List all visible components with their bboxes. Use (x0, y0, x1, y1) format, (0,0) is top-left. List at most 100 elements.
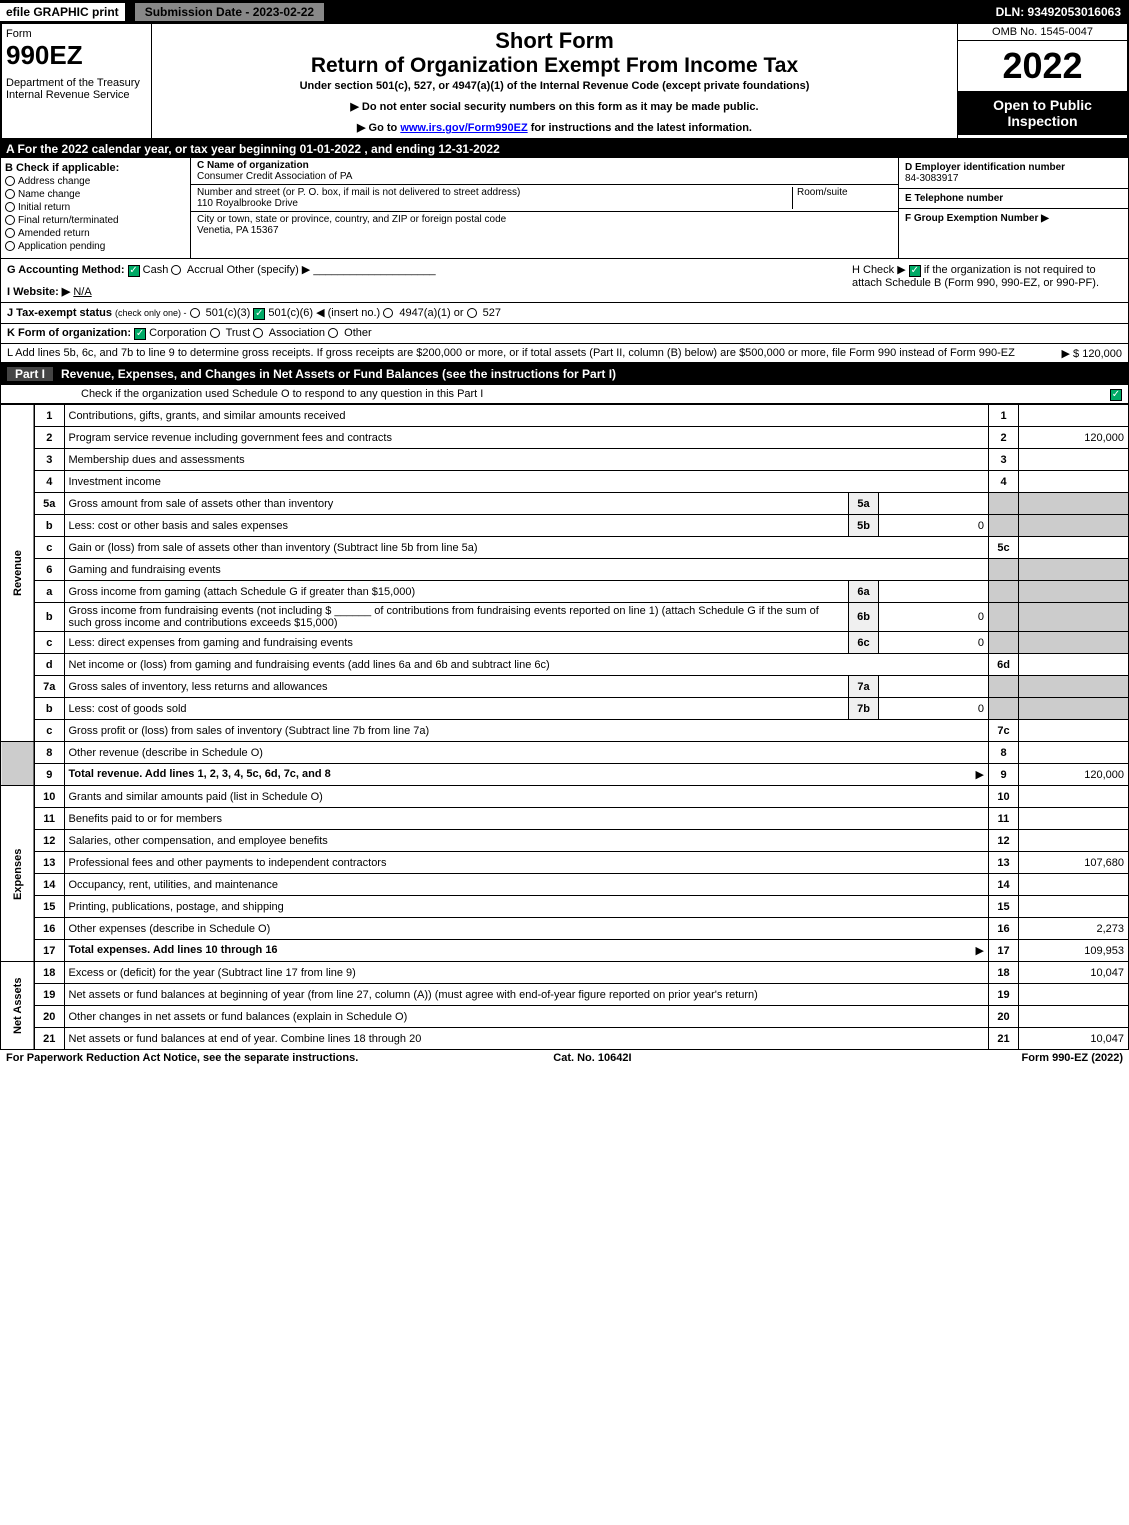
opt-trust: Trust (226, 327, 251, 339)
omb-number: OMB No. 1545-0047 (958, 24, 1127, 41)
j-label: J Tax-exempt status (7, 307, 112, 319)
note2-post: for instructions and the latest informat… (528, 122, 752, 134)
part1-title: Revenue, Expenses, and Changes in Net As… (61, 367, 616, 381)
501c3-checkbox-icon (190, 308, 200, 318)
cb-final-return[interactable]: Final return/terminated (5, 215, 186, 226)
header-right: OMB No. 1545-0047 2022 Open to Public In… (957, 24, 1127, 138)
table-row: 7a Gross sales of inventory, less return… (1, 676, 1129, 698)
room-label: Room/suite (797, 187, 848, 198)
table-row: d Net income or (loss) from gaming and f… (1, 654, 1129, 676)
form-number: 990EZ (6, 40, 147, 71)
accounting-label: G Accounting Method: (7, 264, 125, 276)
city-value: Venetia, PA 15367 (197, 225, 279, 236)
main-title: Return of Organization Exempt From Incom… (156, 54, 953, 78)
section-k: K Form of organization: ✓ Corporation Tr… (0, 324, 1129, 344)
section-c: C Name of organization Consumer Credit A… (191, 158, 898, 258)
table-row: 11 Benefits paid to or for members 11 (1, 808, 1129, 830)
501c-checkbox-icon: ✓ (253, 308, 265, 320)
line-num: 1 (34, 405, 64, 427)
ein-label: D Employer identification number (905, 162, 1065, 173)
section-g: G Accounting Method: ✓ Cash Accrual Othe… (7, 263, 842, 298)
city-label: City or town, state or province, country… (197, 214, 506, 225)
table-row: c Less: direct expenses from gaming and … (1, 632, 1129, 654)
part1-label: Part I (7, 367, 53, 381)
opt-501c-post: ) ◀ (insert no.) (309, 307, 380, 319)
city-row: City or town, state or province, country… (191, 212, 898, 238)
part1-header: Part I Revenue, Expenses, and Changes in… (0, 363, 1129, 385)
table-row: Net Assets 18 Excess or (deficit) for th… (1, 962, 1129, 984)
section-gh: G Accounting Method: ✓ Cash Accrual Othe… (0, 259, 1129, 303)
part1-subtitle: Check if the organization used Schedule … (81, 388, 483, 400)
assoc-checkbox-icon (253, 328, 263, 338)
short-form-title: Short Form (156, 28, 953, 54)
section-d: D Employer identification number 84-3083… (899, 158, 1128, 189)
efile-label: efile GRAPHIC print (0, 3, 125, 21)
section-e: E Telephone number (899, 189, 1128, 209)
footer-left: For Paperwork Reduction Act Notice, see … (6, 1052, 358, 1064)
other-checkbox-icon (328, 328, 338, 338)
opt-501c-pre: 501(c)( (268, 307, 303, 319)
table-row: 17 Total expenses. Add lines 10 through … (1, 940, 1129, 962)
opt-501c3: 501(c)(3) (206, 307, 251, 319)
line-val (1019, 405, 1129, 427)
cb-initial-return[interactable]: Initial return (5, 202, 186, 213)
table-row: Expenses 10 Grants and similar amounts p… (1, 786, 1129, 808)
table-row: 12 Salaries, other compensation, and emp… (1, 830, 1129, 852)
table-row: 13 Professional fees and other payments … (1, 852, 1129, 874)
table-row: 14 Occupancy, rent, utilities, and maint… (1, 874, 1129, 896)
opt-corp: Corporation (149, 327, 206, 339)
trust-checkbox-icon (210, 328, 220, 338)
top-bar: efile GRAPHIC print Submission Date - 20… (0, 0, 1129, 24)
cb-pending[interactable]: Application pending (5, 241, 186, 252)
schedule-b-checkbox-icon: ✓ (909, 265, 921, 277)
subtitle: Under section 501(c), 527, or 4947(a)(1)… (156, 80, 953, 92)
website-label: I Website: ▶ (7, 286, 70, 298)
section-b: B Check if applicable: Address change Na… (1, 158, 191, 258)
website-value: N/A (73, 286, 91, 298)
section-j: J Tax-exempt status (check only one) - 5… (0, 303, 1129, 324)
cash-label: Cash (143, 264, 169, 276)
org-name-label: C Name of organization (197, 160, 309, 171)
section-a: A For the 2022 calendar year, or tax yea… (0, 140, 1129, 158)
section-bcdef: B Check if applicable: Address change Na… (0, 158, 1129, 259)
group-exempt-label: F Group Exemption Number ▶ (905, 213, 1049, 224)
table-row: 2 Program service revenue including gove… (1, 427, 1129, 449)
cb-address-change[interactable]: Address change (5, 176, 186, 187)
section-h: H Check ▶ ✓ if the organization is not r… (842, 263, 1122, 298)
ein-value: 84-3083917 (905, 173, 958, 184)
cb-name-change[interactable]: Name change (5, 189, 186, 200)
table-row: 19 Net assets or fund balances at beginn… (1, 984, 1129, 1006)
line-ref: 1 (989, 405, 1019, 427)
table-row: 6 Gaming and fundraising events (1, 559, 1129, 581)
footer-right: Form 990-EZ (2022) (1022, 1052, 1123, 1064)
527-checkbox-icon (467, 308, 477, 318)
table-row: 16 Other expenses (describe in Schedule … (1, 918, 1129, 940)
table-row: a Gross income from gaming (attach Sched… (1, 581, 1129, 603)
table-row: 3 Membership dues and assessments 3 (1, 449, 1129, 471)
header-mid: Short Form Return of Organization Exempt… (152, 24, 957, 138)
accrual-label: Accrual (187, 264, 224, 276)
note1: ▶ Do not enter social security numbers o… (156, 100, 953, 113)
table-row: b Gross income from fundraising events (… (1, 603, 1129, 632)
section-def: D Employer identification number 84-3083… (898, 158, 1128, 258)
expenses-side-label: Expenses (1, 786, 35, 962)
l-amount: 120,000 (1082, 348, 1122, 360)
opt-527: 527 (483, 307, 501, 319)
submission-date: Submission Date - 2023-02-22 (133, 1, 326, 23)
org-name-row: C Name of organization Consumer Credit A… (191, 158, 898, 185)
irs-link[interactable]: www.irs.gov/Form990EZ (400, 122, 527, 134)
lines-table: Revenue 1 Contributions, gifts, grants, … (0, 404, 1129, 1050)
l-text: L Add lines 5b, 6c, and 7b to line 9 to … (7, 347, 1015, 359)
table-row: 4 Investment income 4 (1, 471, 1129, 493)
table-row: 9 Total revenue. Add lines 1, 2, 3, 4, 5… (1, 764, 1129, 786)
line-desc: Contributions, gifts, grants, and simila… (69, 410, 346, 422)
netassets-side-label: Net Assets (1, 962, 35, 1050)
corp-checkbox-icon: ✓ (134, 328, 146, 340)
inspection-label: Open to Public Inspection (958, 91, 1127, 135)
page-footer: For Paperwork Reduction Act Notice, see … (0, 1050, 1129, 1066)
section-l: L Add lines 5b, 6c, and 7b to line 9 to … (0, 344, 1129, 363)
section-b-head: B Check if applicable: (5, 162, 186, 174)
table-row: b Less: cost of goods sold 7b 0 (1, 698, 1129, 720)
cb-amended[interactable]: Amended return (5, 228, 186, 239)
street-value: 110 Royalbrooke Drive (197, 198, 298, 209)
